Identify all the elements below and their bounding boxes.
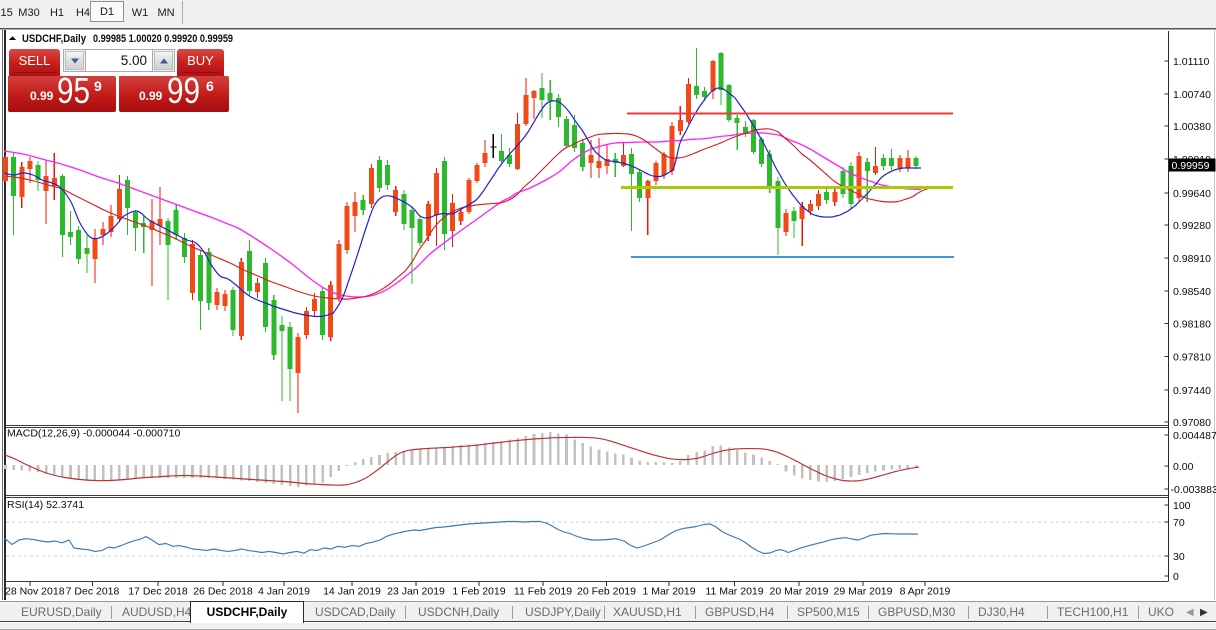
svg-text:0: 0 <box>1173 571 1179 583</box>
svg-text:USDCHF,Daily: USDCHF,Daily <box>22 33 87 45</box>
svg-text:MACD(12,26,9) -0.000044 -0.000: MACD(12,26,9) -0.000044 -0.000710 <box>7 428 181 440</box>
svg-text:1 Feb 2019: 1 Feb 2019 <box>452 586 505 598</box>
svg-text:0.97440: 0.97440 <box>1173 385 1211 397</box>
svg-text:11 Feb 2019: 11 Feb 2019 <box>514 586 572 598</box>
svg-text:70: 70 <box>1173 517 1185 529</box>
svg-text:28 Nov 2018: 28 Nov 2018 <box>5 586 65 598</box>
svg-text:0.97810: 0.97810 <box>1173 352 1211 364</box>
svg-text:17 Dec 2018: 17 Dec 2018 <box>128 586 188 598</box>
svg-text:14 Jan 2019: 14 Jan 2019 <box>323 586 381 598</box>
svg-text:RSI(14) 52.3741: RSI(14) 52.3741 <box>7 499 84 511</box>
svg-text:0.00: 0.00 <box>1173 461 1194 473</box>
svg-text:1.01110: 1.01110 <box>1173 56 1210 68</box>
svg-text:30: 30 <box>1173 551 1185 563</box>
svg-text:0.98910: 0.98910 <box>1173 253 1211 265</box>
svg-text:20 Feb 2019: 20 Feb 2019 <box>577 586 636 598</box>
svg-text:0.99280: 0.99280 <box>1173 220 1211 232</box>
svg-text:0.99640: 0.99640 <box>1173 188 1211 200</box>
svg-text:0.98180: 0.98180 <box>1173 319 1211 331</box>
svg-text:100: 100 <box>1173 500 1191 512</box>
svg-text:1.00740: 1.00740 <box>1173 89 1211 101</box>
svg-text:4 Jan 2019: 4 Jan 2019 <box>258 586 310 598</box>
svg-text:1 Mar 2019: 1 Mar 2019 <box>642 586 695 598</box>
svg-text:11 Mar 2019: 11 Mar 2019 <box>705 586 763 598</box>
svg-text:23 Jan 2019: 23 Jan 2019 <box>387 586 445 598</box>
svg-text:0.99959: 0.99959 <box>1172 160 1210 172</box>
svg-text:-0.003883: -0.003883 <box>1171 484 1216 496</box>
svg-text:29 Mar 2019: 29 Mar 2019 <box>834 586 893 598</box>
svg-text:20 Mar 2019: 20 Mar 2019 <box>770 586 829 598</box>
svg-text:1.00380: 1.00380 <box>1173 121 1211 133</box>
svg-text:7 Dec 2018: 7 Dec 2018 <box>66 586 120 598</box>
svg-text:26 Dec 2018: 26 Dec 2018 <box>193 586 253 598</box>
svg-text:0.004487: 0.004487 <box>1173 430 1216 442</box>
svg-text:0.98540: 0.98540 <box>1173 286 1211 298</box>
svg-text:8 Apr 2019: 8 Apr 2019 <box>900 586 951 598</box>
svg-text:0.99985 1.00020 0.99920 0.9995: 0.99985 1.00020 0.99920 0.99959 <box>93 33 233 45</box>
svg-text:0.97080: 0.97080 <box>1173 417 1211 429</box>
